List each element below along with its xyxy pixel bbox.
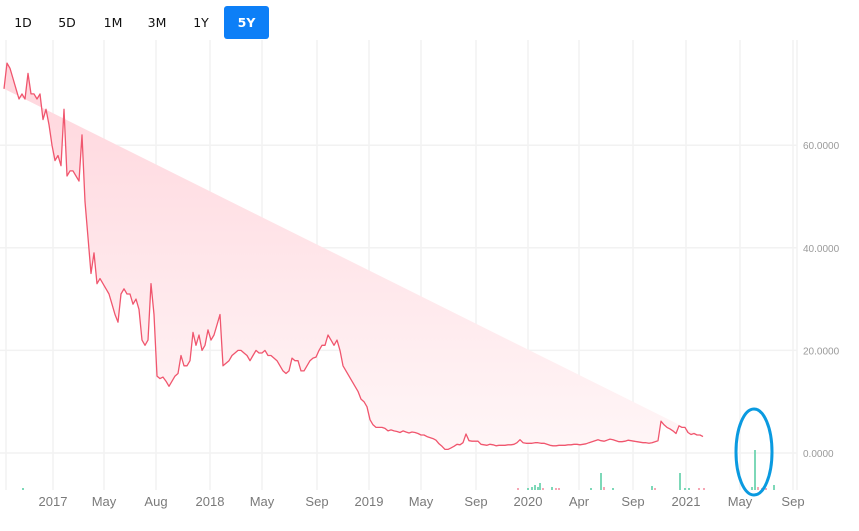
volume-bar [765, 488, 767, 490]
highlight-ellipse-annotation [734, 407, 774, 497]
volume-bar [590, 488, 592, 490]
volume-bar [773, 485, 775, 490]
y-tick-label: 0.0000 [803, 449, 834, 460]
volume-bar [22, 488, 24, 490]
x-tick-label: Sep [781, 494, 804, 509]
range-button-5y[interactable]: 5Y [224, 6, 269, 39]
x-tick-label: Sep [464, 494, 487, 509]
x-tick-label: May [728, 494, 753, 509]
range-button-1m[interactable]: 1M [103, 15, 123, 30]
volume-bar [654, 488, 656, 490]
range-button-1d[interactable]: 1D [14, 15, 32, 30]
volume-bar [527, 488, 529, 490]
price-line[interactable] [3, 62, 704, 451]
volume-bar [603, 487, 605, 490]
volume-bar [558, 488, 560, 490]
y-axis-labels: 60.0000 40.0000 20.0000 0.0000 [803, 141, 840, 460]
x-axis-labels: 2017 May Aug 2018 May Sep 2019 May Sep 2020 Apr Sep… [39, 494, 805, 509]
volume-bar [542, 488, 544, 490]
volume-bar [517, 488, 519, 490]
x-tick-label: 2017 [39, 494, 68, 509]
x-tick-label: Sep [621, 494, 644, 509]
volume-bar [600, 473, 602, 490]
volume-bar [555, 488, 557, 490]
volume-bar [612, 488, 614, 490]
range-button-3m[interactable]: 3M [147, 15, 167, 30]
x-tick-label: Apr [569, 494, 590, 509]
y-tick-label: 20.0000 [803, 346, 840, 357]
volume-bar [754, 450, 756, 490]
y-tick-label: 40.0000 [803, 244, 840, 255]
volume-bars [22, 450, 775, 490]
volume-bar [537, 487, 539, 490]
volume-bar [534, 485, 536, 490]
x-tick-label: May [409, 494, 434, 509]
volume-bar [651, 486, 653, 490]
x-tick-label: Aug [144, 494, 167, 509]
x-tick-label: May [92, 494, 117, 509]
price-area-fill [4, 63, 703, 450]
volume-bar [757, 487, 759, 490]
volume-bar [684, 488, 686, 490]
volume-bar [751, 487, 753, 490]
volume-bar [698, 488, 700, 490]
x-tick-label: Sep [305, 494, 328, 509]
x-tick-label: May [250, 494, 275, 509]
volume-bar [539, 483, 541, 490]
x-tick-label: 2021 [672, 494, 701, 509]
range-button-5d[interactable]: 5D [58, 15, 76, 30]
volume-bar [703, 488, 705, 490]
x-tick-label: 2020 [514, 494, 543, 509]
x-tick-label: 2018 [196, 494, 225, 509]
range-button-1y[interactable]: 1Y [193, 15, 209, 30]
y-tick-label: 60.0000 [803, 141, 840, 152]
volume-bar [688, 488, 690, 490]
x-tick-label: 2019 [355, 494, 384, 509]
volume-bar [551, 487, 553, 490]
volume-bar [679, 473, 681, 490]
volume-bar [531, 487, 533, 490]
